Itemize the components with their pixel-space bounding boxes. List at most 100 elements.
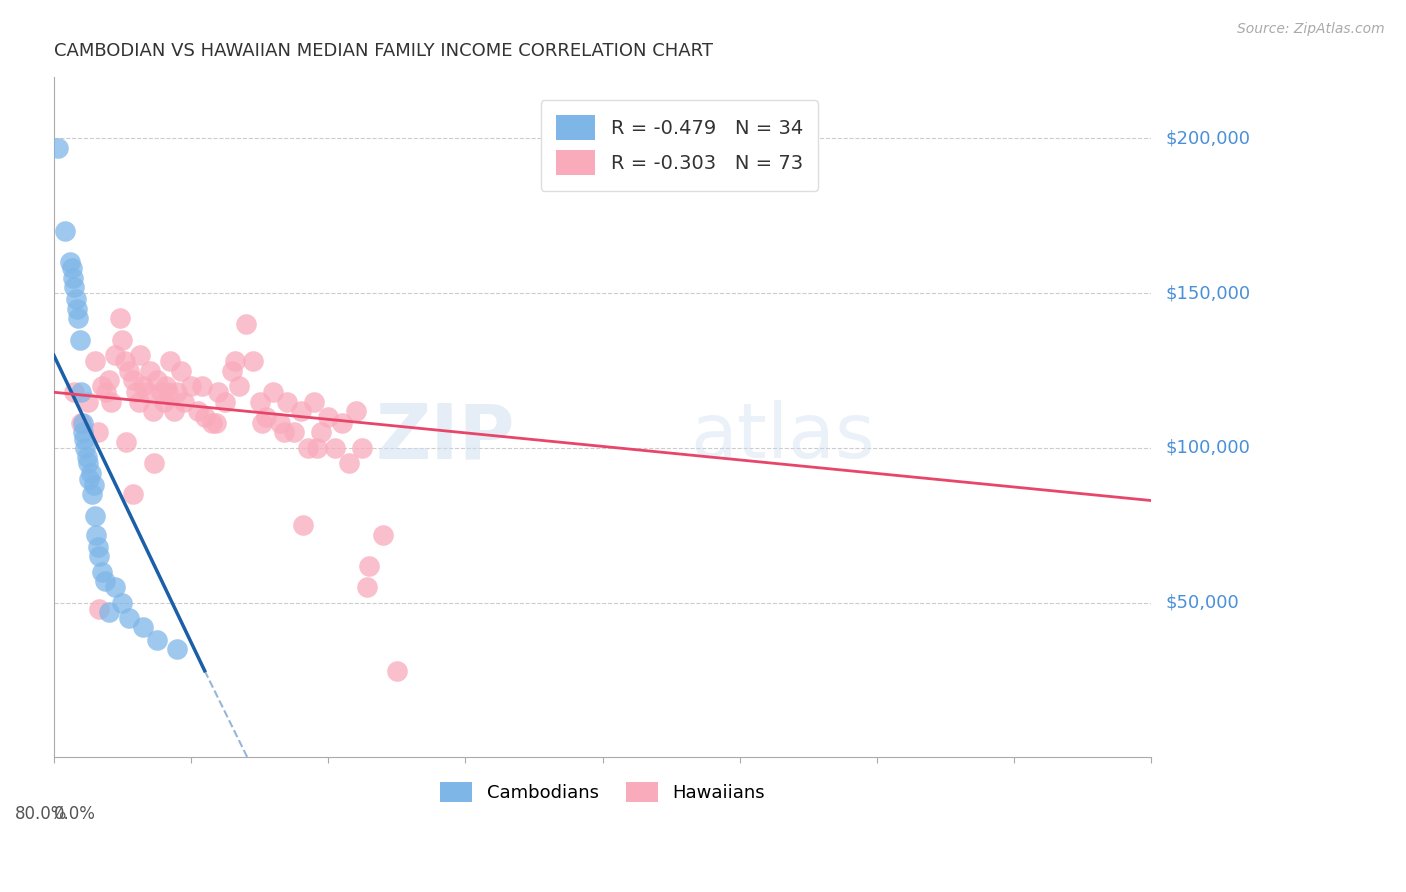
Point bbox=[75, 441, 97, 455]
Point bbox=[132, 379, 155, 393]
Point bbox=[66, 301, 89, 316]
Point bbox=[290, 404, 312, 418]
Point bbox=[108, 310, 131, 325]
Point bbox=[297, 441, 319, 455]
Point bbox=[159, 354, 181, 368]
Point bbox=[149, 385, 172, 400]
Point bbox=[53, 224, 76, 238]
Point bbox=[242, 354, 264, 368]
Point bbox=[104, 348, 127, 362]
Point bbox=[104, 580, 127, 594]
Text: Source: ZipAtlas.com: Source: ZipAtlas.com bbox=[1237, 22, 1385, 37]
Point bbox=[111, 333, 134, 347]
Point bbox=[337, 457, 360, 471]
Point bbox=[129, 348, 152, 362]
Point bbox=[125, 385, 148, 400]
Point bbox=[82, 487, 104, 501]
Point bbox=[173, 394, 195, 409]
Point bbox=[87, 549, 110, 564]
Point bbox=[63, 385, 86, 400]
Point bbox=[72, 416, 94, 430]
Point bbox=[145, 373, 167, 387]
Point bbox=[115, 434, 138, 449]
Text: 0.0%: 0.0% bbox=[53, 805, 96, 823]
Point bbox=[152, 394, 174, 409]
Point bbox=[77, 394, 100, 409]
Point bbox=[141, 404, 163, 418]
Point bbox=[132, 620, 155, 634]
Point bbox=[249, 394, 271, 409]
Point bbox=[252, 416, 274, 430]
Point bbox=[114, 354, 136, 368]
Point bbox=[307, 441, 329, 455]
Text: atlas: atlas bbox=[690, 401, 876, 475]
Point bbox=[304, 394, 326, 409]
Text: $200,000: $200,000 bbox=[1166, 129, 1250, 147]
Text: $100,000: $100,000 bbox=[1166, 439, 1250, 457]
Text: $50,000: $50,000 bbox=[1166, 594, 1239, 612]
Point bbox=[352, 441, 374, 455]
Point bbox=[385, 664, 408, 678]
Point bbox=[191, 379, 214, 393]
Point bbox=[93, 574, 115, 588]
Point bbox=[235, 317, 257, 331]
Point bbox=[228, 379, 250, 393]
Point bbox=[90, 379, 112, 393]
Point bbox=[316, 409, 339, 424]
Point bbox=[163, 404, 186, 418]
Point bbox=[84, 354, 107, 368]
Point bbox=[63, 280, 86, 294]
Point bbox=[254, 409, 277, 424]
Point bbox=[262, 385, 284, 400]
Point bbox=[69, 333, 91, 347]
Point bbox=[67, 310, 90, 325]
Point bbox=[84, 509, 107, 524]
Point bbox=[194, 409, 217, 424]
Point bbox=[90, 565, 112, 579]
Point bbox=[273, 425, 295, 440]
Point bbox=[142, 457, 165, 471]
Point bbox=[72, 425, 94, 440]
Point bbox=[97, 373, 120, 387]
Point bbox=[60, 261, 83, 276]
Point bbox=[170, 363, 193, 377]
Point bbox=[77, 457, 100, 471]
Point bbox=[359, 558, 381, 573]
Point bbox=[204, 416, 226, 430]
Point bbox=[59, 255, 82, 269]
Point bbox=[118, 363, 141, 377]
Text: CAMBODIAN VS HAWAIIAN MEDIAN FAMILY INCOME CORRELATION CHART: CAMBODIAN VS HAWAIIAN MEDIAN FAMILY INCO… bbox=[53, 42, 713, 60]
Point bbox=[145, 632, 167, 647]
Point bbox=[214, 394, 236, 409]
Point bbox=[84, 527, 107, 541]
Legend: Cambodians, Hawaiians: Cambodians, Hawaiians bbox=[433, 774, 772, 810]
Text: $150,000: $150,000 bbox=[1166, 285, 1250, 302]
Point bbox=[207, 385, 229, 400]
Point bbox=[166, 642, 188, 657]
Point bbox=[200, 416, 222, 430]
Point bbox=[118, 611, 141, 625]
Point bbox=[87, 602, 110, 616]
Point bbox=[100, 394, 122, 409]
Point bbox=[155, 379, 177, 393]
Point bbox=[283, 425, 305, 440]
Point bbox=[122, 373, 145, 387]
Point bbox=[221, 363, 243, 377]
Point bbox=[65, 293, 87, 307]
Point bbox=[86, 425, 108, 440]
Point bbox=[83, 478, 105, 492]
Point bbox=[122, 487, 145, 501]
Text: ZIP: ZIP bbox=[375, 401, 515, 475]
Point bbox=[136, 385, 159, 400]
Point bbox=[187, 404, 209, 418]
Point bbox=[46, 141, 69, 155]
Point bbox=[180, 379, 202, 393]
Point bbox=[323, 441, 346, 455]
Point bbox=[73, 432, 96, 446]
Point bbox=[128, 394, 150, 409]
Point bbox=[224, 354, 246, 368]
Point bbox=[292, 518, 315, 533]
Point bbox=[356, 580, 378, 594]
Point bbox=[269, 416, 291, 430]
Point bbox=[166, 385, 188, 400]
